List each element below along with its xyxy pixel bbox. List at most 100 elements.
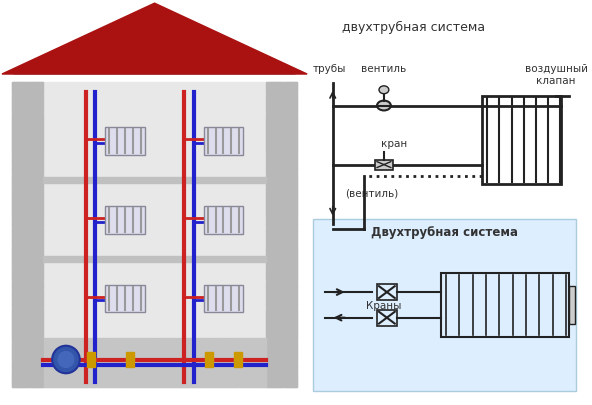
Bar <box>266 193 275 201</box>
Bar <box>185 343 202 352</box>
Bar <box>88 370 105 378</box>
Bar <box>266 113 284 121</box>
Bar <box>275 175 292 183</box>
Bar <box>21 87 38 95</box>
Text: воздушный
клапан: воздушный клапан <box>525 64 588 85</box>
Bar <box>284 220 297 228</box>
Bar <box>284 166 297 175</box>
Bar <box>284 343 297 352</box>
Bar <box>256 343 266 352</box>
Bar <box>21 352 38 360</box>
Bar <box>12 308 30 316</box>
Bar <box>150 361 167 369</box>
Bar <box>375 160 392 170</box>
Bar <box>266 255 284 263</box>
Bar <box>141 370 158 378</box>
Bar <box>141 352 158 360</box>
Bar <box>159 338 176 343</box>
Bar <box>12 184 30 192</box>
Bar <box>105 128 144 156</box>
Bar <box>132 378 149 387</box>
Bar <box>114 343 131 352</box>
Bar <box>21 140 38 148</box>
Bar <box>12 140 21 148</box>
Bar <box>12 202 30 210</box>
Bar <box>30 343 43 352</box>
Bar <box>247 370 265 378</box>
Bar <box>239 361 256 369</box>
Bar <box>292 299 297 307</box>
Bar <box>96 361 114 369</box>
Bar <box>43 256 266 262</box>
Bar <box>266 149 284 157</box>
Bar <box>21 264 38 272</box>
Bar <box>12 211 21 219</box>
Bar <box>38 246 43 254</box>
Bar <box>21 299 38 307</box>
Bar <box>292 122 297 130</box>
Bar <box>176 370 194 378</box>
Bar <box>38 264 43 272</box>
Bar <box>38 158 43 166</box>
Bar <box>266 211 275 219</box>
Bar <box>53 338 70 343</box>
Bar <box>12 343 30 352</box>
Bar <box>205 352 213 367</box>
Bar <box>176 338 194 343</box>
Bar <box>21 281 38 290</box>
Bar <box>38 334 43 343</box>
Bar <box>266 361 284 369</box>
Bar <box>44 338 52 343</box>
Bar <box>275 228 292 237</box>
Bar <box>266 158 275 166</box>
Bar <box>266 166 284 175</box>
Bar <box>266 264 275 272</box>
Bar <box>284 378 297 387</box>
Ellipse shape <box>377 101 391 111</box>
Bar <box>21 334 38 343</box>
Bar <box>21 193 38 201</box>
Bar <box>266 96 284 104</box>
Bar <box>21 104 38 113</box>
Bar <box>12 290 30 298</box>
Bar <box>38 317 43 325</box>
Bar <box>292 228 297 237</box>
Bar <box>266 281 275 290</box>
Ellipse shape <box>379 87 389 94</box>
Bar <box>53 352 70 360</box>
Bar <box>150 343 167 352</box>
Bar <box>185 361 202 369</box>
Bar <box>21 175 38 183</box>
Bar <box>204 128 243 156</box>
Bar <box>292 334 297 343</box>
Bar <box>12 193 21 201</box>
Bar <box>292 87 297 95</box>
Bar <box>38 228 43 237</box>
Bar <box>150 378 167 387</box>
Bar <box>30 220 43 228</box>
Bar <box>284 237 297 245</box>
Bar <box>239 378 256 387</box>
Bar <box>159 352 176 360</box>
Bar <box>123 352 140 360</box>
Bar <box>266 140 275 148</box>
Bar <box>292 246 297 254</box>
Bar <box>284 83 297 86</box>
Bar <box>12 352 21 360</box>
Bar <box>212 352 229 360</box>
Text: вентиль: вентиль <box>361 64 407 74</box>
Bar <box>313 219 576 391</box>
Bar <box>21 211 38 219</box>
Text: кран: кран <box>381 139 407 149</box>
Bar <box>62 343 79 352</box>
Bar <box>266 228 275 237</box>
Bar <box>132 343 149 352</box>
Bar <box>266 290 284 298</box>
Bar <box>21 228 38 237</box>
Bar <box>256 378 266 387</box>
Bar <box>141 338 158 343</box>
Bar <box>44 370 52 378</box>
Bar <box>12 281 21 290</box>
Bar <box>30 149 43 157</box>
Bar <box>266 343 284 352</box>
